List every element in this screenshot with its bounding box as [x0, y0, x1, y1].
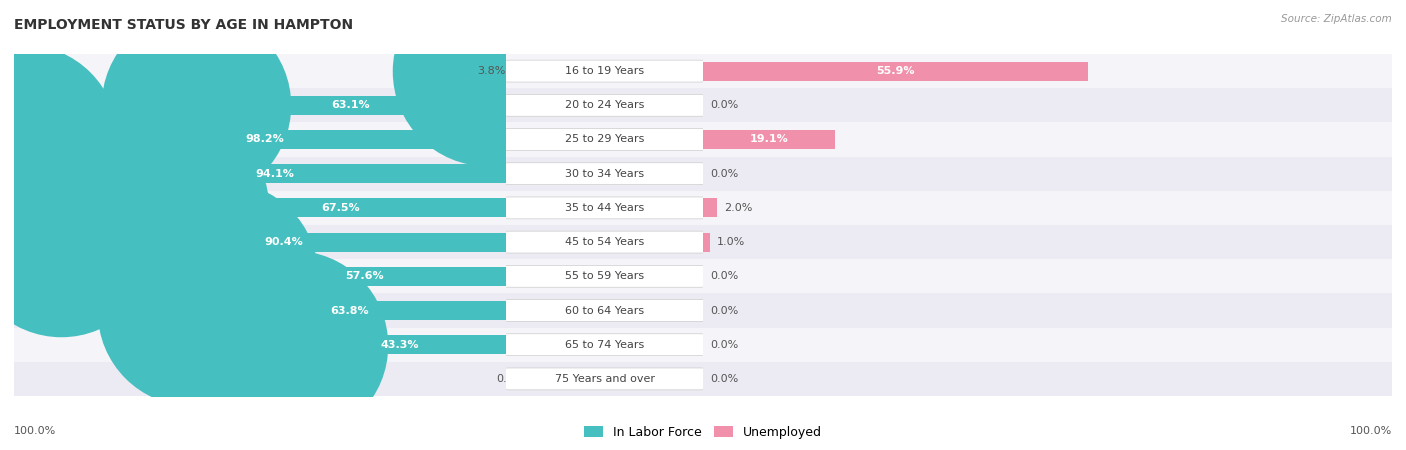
Bar [14, 362, 506, 396]
Bar [506, 328, 703, 362]
Bar [703, 198, 717, 217]
Bar [703, 293, 1392, 328]
Text: 60 to 64 Years: 60 to 64 Years [565, 306, 644, 315]
Bar [703, 88, 1392, 122]
FancyBboxPatch shape [502, 60, 707, 82]
FancyBboxPatch shape [502, 129, 707, 150]
Text: 0.0%: 0.0% [710, 340, 738, 350]
Bar [703, 259, 1392, 293]
Text: 75 Years and over: 75 Years and over [554, 374, 655, 384]
Text: EMPLOYMENT STATUS BY AGE IN HAMPTON: EMPLOYMENT STATUS BY AGE IN HAMPTON [14, 18, 353, 32]
Bar [506, 293, 703, 328]
Text: 65 to 74 Years: 65 to 74 Years [565, 340, 644, 350]
Bar [222, 267, 506, 286]
Bar [703, 328, 1392, 362]
Text: 19.1%: 19.1% [749, 135, 789, 144]
Text: 45 to 54 Years: 45 to 54 Years [565, 237, 644, 247]
Text: 1.0%: 1.0% [717, 237, 745, 247]
Text: 0.0%: 0.0% [710, 374, 738, 384]
Text: 98.2%: 98.2% [245, 135, 284, 144]
Bar [506, 191, 703, 225]
FancyBboxPatch shape [502, 163, 707, 184]
Text: 94.1%: 94.1% [256, 169, 294, 179]
Bar [14, 157, 506, 191]
Bar [14, 54, 506, 88]
Bar [14, 328, 506, 362]
FancyBboxPatch shape [502, 266, 707, 287]
Text: 67.5%: 67.5% [321, 203, 360, 213]
Text: 0.0%: 0.0% [496, 374, 524, 384]
FancyBboxPatch shape [502, 300, 707, 321]
Text: 3.8%: 3.8% [478, 66, 506, 76]
Bar [14, 293, 506, 328]
Text: 30 to 34 Years: 30 to 34 Years [565, 169, 644, 179]
Bar [703, 191, 1392, 225]
Bar [506, 362, 703, 396]
Bar [14, 122, 506, 157]
Bar [195, 96, 506, 115]
Bar [506, 259, 703, 293]
Bar [22, 130, 506, 149]
Bar [14, 191, 506, 225]
Bar [14, 259, 506, 293]
Text: 2.0%: 2.0% [724, 203, 752, 213]
Bar [703, 62, 1088, 81]
Text: 0.0%: 0.0% [710, 306, 738, 315]
Bar [193, 301, 506, 320]
Text: 0.0%: 0.0% [710, 100, 738, 110]
Legend: In Labor Force, Unemployed: In Labor Force, Unemployed [579, 421, 827, 444]
Text: 57.6%: 57.6% [344, 271, 384, 281]
Bar [506, 225, 703, 259]
Bar [703, 157, 1392, 191]
Bar [174, 198, 506, 217]
FancyBboxPatch shape [502, 197, 707, 219]
Text: 20 to 24 Years: 20 to 24 Years [565, 100, 644, 110]
Bar [703, 130, 835, 149]
Text: 0.0%: 0.0% [710, 169, 738, 179]
Text: 25 to 29 Years: 25 to 29 Years [565, 135, 644, 144]
Bar [703, 362, 1392, 396]
Bar [14, 225, 506, 259]
Bar [506, 54, 703, 88]
Text: Source: ZipAtlas.com: Source: ZipAtlas.com [1281, 14, 1392, 23]
Bar [703, 233, 710, 252]
Text: 55.9%: 55.9% [876, 66, 915, 76]
Text: 43.3%: 43.3% [381, 340, 419, 350]
Bar [506, 88, 703, 122]
Bar [703, 54, 1392, 88]
FancyBboxPatch shape [502, 231, 707, 253]
Bar [703, 122, 1392, 157]
FancyBboxPatch shape [502, 368, 707, 390]
Text: 100.0%: 100.0% [1350, 427, 1392, 436]
Bar [506, 122, 703, 157]
Text: 35 to 44 Years: 35 to 44 Years [565, 203, 644, 213]
Bar [44, 164, 506, 183]
Text: 90.4%: 90.4% [264, 237, 304, 247]
Bar [14, 88, 506, 122]
Text: 55 to 59 Years: 55 to 59 Years [565, 271, 644, 281]
Text: 63.1%: 63.1% [332, 100, 370, 110]
FancyBboxPatch shape [502, 334, 707, 356]
Bar [488, 62, 506, 81]
Bar [292, 335, 506, 354]
Text: 63.8%: 63.8% [330, 306, 368, 315]
Text: 16 to 19 Years: 16 to 19 Years [565, 66, 644, 76]
Bar [703, 225, 1392, 259]
Text: 100.0%: 100.0% [14, 427, 56, 436]
FancyBboxPatch shape [502, 94, 707, 116]
Text: 0.0%: 0.0% [710, 271, 738, 281]
Bar [62, 233, 506, 252]
Bar [506, 157, 703, 191]
